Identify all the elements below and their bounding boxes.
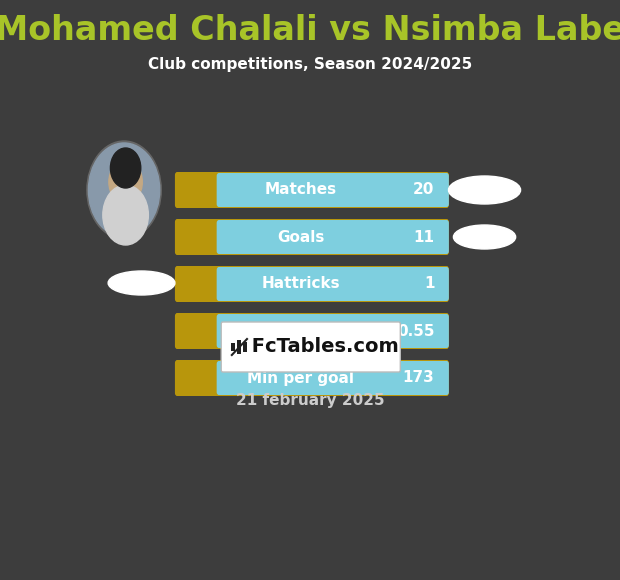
FancyBboxPatch shape <box>216 267 449 301</box>
FancyBboxPatch shape <box>216 220 449 254</box>
Text: Goals per match: Goals per match <box>231 324 371 339</box>
Circle shape <box>103 185 148 245</box>
FancyBboxPatch shape <box>175 219 449 255</box>
Text: 20: 20 <box>413 183 435 198</box>
Text: Hattricks: Hattricks <box>261 277 340 292</box>
Circle shape <box>110 148 141 188</box>
FancyBboxPatch shape <box>237 340 241 354</box>
FancyBboxPatch shape <box>243 342 247 352</box>
Text: FcTables.com: FcTables.com <box>246 338 399 357</box>
FancyBboxPatch shape <box>216 173 449 207</box>
Ellipse shape <box>453 225 516 249</box>
Text: Mohamed Chalali vs Nsimba Labe: Mohamed Chalali vs Nsimba Labe <box>0 13 620 46</box>
FancyBboxPatch shape <box>216 314 449 348</box>
Ellipse shape <box>448 176 521 204</box>
Text: Goals: Goals <box>277 230 324 245</box>
Text: 1: 1 <box>424 277 435 292</box>
Text: 173: 173 <box>403 371 435 386</box>
FancyBboxPatch shape <box>221 322 401 372</box>
Text: Matches: Matches <box>265 183 337 198</box>
FancyBboxPatch shape <box>175 313 449 349</box>
Text: 11: 11 <box>414 230 435 245</box>
Text: 21 february 2025: 21 february 2025 <box>236 393 384 408</box>
Text: Club competitions, Season 2024/2025: Club competitions, Season 2024/2025 <box>148 56 472 71</box>
FancyBboxPatch shape <box>175 172 449 208</box>
Ellipse shape <box>108 271 175 295</box>
FancyBboxPatch shape <box>231 343 235 351</box>
FancyBboxPatch shape <box>175 360 449 396</box>
Circle shape <box>87 141 161 239</box>
FancyBboxPatch shape <box>175 266 449 302</box>
Text: 0.55: 0.55 <box>397 324 435 339</box>
Text: Min per goal: Min per goal <box>247 371 354 386</box>
Circle shape <box>89 143 160 237</box>
FancyBboxPatch shape <box>216 361 449 395</box>
Circle shape <box>109 160 142 204</box>
